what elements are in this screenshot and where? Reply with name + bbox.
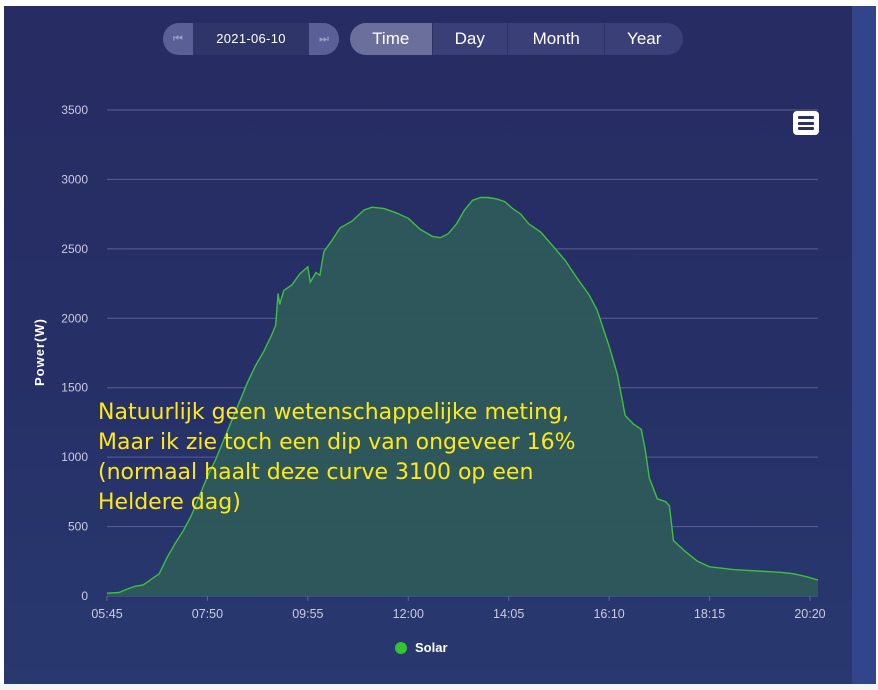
- legend-dot: [395, 641, 407, 654]
- tab-month[interactable]: Month: [508, 23, 606, 55]
- x-tick-label: 12:00: [393, 607, 424, 621]
- y-tick-label: 3000: [61, 172, 88, 186]
- skip-forward-icon[interactable]: ⏭: [309, 23, 339, 55]
- y-tick-label: 2000: [61, 311, 88, 325]
- y-tick-label: 2500: [61, 242, 88, 256]
- solar-area: [107, 197, 818, 596]
- x-tick-label: 05:45: [91, 607, 122, 621]
- date-navigator: ⏮ 2021-06-10 ⏭: [163, 23, 339, 55]
- y-tick-label: 1500: [61, 381, 88, 395]
- x-tick-label: 09:55: [292, 607, 323, 621]
- y-axis-label: Power(W): [32, 318, 47, 386]
- bottom-edge: [0, 684, 878, 690]
- x-tick-label: 07:50: [192, 607, 223, 621]
- x-tick-label: 16:10: [593, 607, 624, 621]
- annotation-text: Natuurlijk geen wetenschappelijke meting…: [98, 398, 618, 518]
- x-tick-label: 20:20: [794, 607, 825, 621]
- tab-day[interactable]: Day: [433, 23, 509, 55]
- annotation-line-1: Natuurlijk geen wetenschappelijke meting…: [98, 400, 570, 425]
- tab-time[interactable]: Time: [350, 23, 433, 55]
- y-tick-label: 1000: [61, 450, 88, 464]
- hamburger-menu-icon[interactable]: [793, 111, 819, 135]
- y-tick-label: 3500: [61, 103, 88, 117]
- annotation-line-4: Heldere dag): [98, 490, 241, 515]
- x-tick-label: 14:05: [493, 607, 524, 621]
- date-display[interactable]: 2021-06-10: [193, 23, 309, 55]
- legend-solar[interactable]: Solar: [395, 640, 448, 655]
- solar-line: [106, 196, 819, 594]
- side-strip: [852, 6, 876, 684]
- skip-back-icon[interactable]: ⏮: [163, 23, 193, 55]
- x-axis-ticks: 05:45 07:50 09:55 12:00 14:05 16:10 18:15 20:20: [91, 596, 826, 621]
- y-tick-label: 500: [68, 520, 88, 534]
- x-tick-label: 18:15: [694, 607, 725, 621]
- period-tabs: Time Day Month Year: [350, 23, 683, 55]
- y-axis-ticks: 0 500 1000 1500 2000 2500 3000 3500: [61, 103, 88, 603]
- annotation-line-2: Maar ik zie toch een dip van ongeveer 16…: [98, 430, 576, 455]
- y-tick-label: 0: [81, 589, 88, 603]
- legend-label: Solar: [415, 640, 448, 655]
- annotation-line-3: (normaal haalt deze curve 3100 op een: [98, 460, 534, 485]
- tab-year[interactable]: Year: [627, 29, 662, 48]
